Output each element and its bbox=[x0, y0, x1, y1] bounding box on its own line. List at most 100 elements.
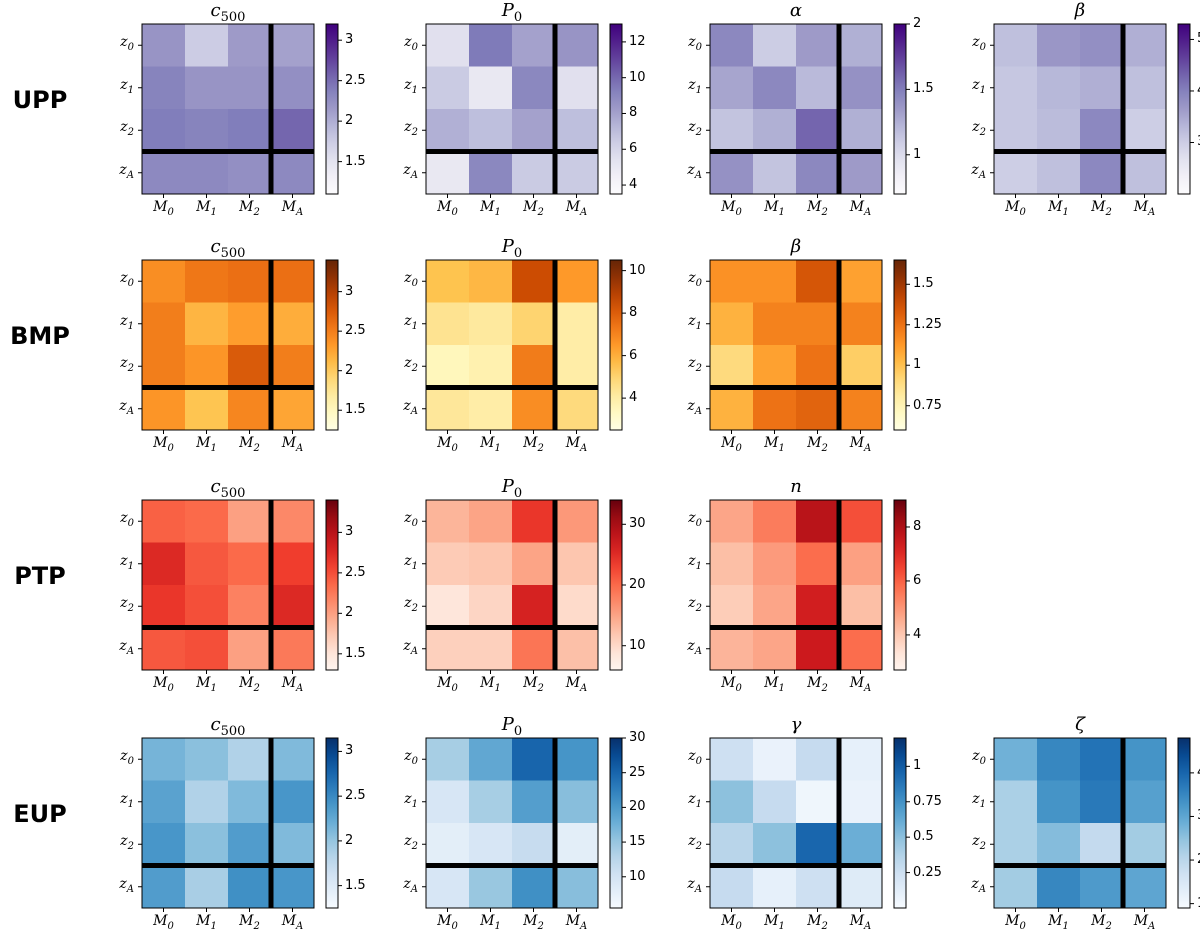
cell-z2-M0 bbox=[710, 109, 754, 152]
colorbar-tick-label: 1.5 bbox=[345, 645, 366, 661]
colorbar bbox=[609, 23, 623, 195]
cell-z2-M1 bbox=[1037, 109, 1081, 152]
y-tick-z1: z1 bbox=[688, 76, 702, 96]
cell-z0-M1 bbox=[185, 260, 229, 303]
colorbar-tick-label: 1.5 bbox=[913, 81, 934, 97]
colorbar-tick-label: 10 bbox=[629, 262, 646, 278]
cell-zA-M1 bbox=[469, 151, 513, 195]
cell-z1-M1 bbox=[185, 66, 229, 110]
panel-title: c500 bbox=[210, 476, 246, 501]
cell-zA-M1 bbox=[1037, 865, 1081, 909]
cell-z1-M1 bbox=[185, 780, 229, 824]
colorbar-tick-label: 1 bbox=[913, 357, 922, 373]
cell-zA-MA bbox=[555, 865, 599, 909]
cell-z0-M2 bbox=[512, 500, 556, 543]
y-tick-z0: z0 bbox=[120, 34, 134, 54]
colorbar-tick-label: 10 bbox=[629, 69, 646, 85]
cell-zA-MA bbox=[839, 387, 883, 431]
cell-z2-MA bbox=[271, 109, 315, 152]
cell-zA-M0 bbox=[710, 865, 754, 909]
heatmap-frame bbox=[425, 737, 599, 909]
cell-z0-M1 bbox=[469, 500, 513, 543]
x-tick-MA: MA bbox=[849, 675, 872, 694]
cell-z0-M2 bbox=[512, 260, 556, 303]
x-tick-MA: MA bbox=[281, 199, 304, 218]
colorbar-tick-label: 3 bbox=[1197, 808, 1200, 823]
x-tick-M2: M2 bbox=[523, 199, 544, 218]
x-tick-M0: M0 bbox=[437, 913, 458, 932]
x-tick-MA: MA bbox=[565, 435, 588, 454]
cell-z2-M2 bbox=[512, 109, 556, 152]
cell-z1-MA bbox=[271, 542, 315, 586]
y-tick-z0: z0 bbox=[404, 34, 418, 54]
panel-title: γ bbox=[790, 714, 802, 735]
y-tick-z1: z1 bbox=[120, 552, 134, 572]
cell-z1-MA bbox=[839, 542, 883, 586]
cell-z2-M2 bbox=[512, 823, 556, 866]
cell-z2-M0 bbox=[994, 109, 1038, 152]
cell-zA-M1 bbox=[185, 387, 229, 431]
cell-z0-M0 bbox=[426, 260, 470, 303]
cell-zA-M0 bbox=[426, 151, 470, 195]
colorbar-tick-label: 4 bbox=[913, 626, 922, 642]
cell-z0-M1 bbox=[185, 24, 229, 67]
cell-z2-MA bbox=[555, 109, 599, 152]
colorbar-tick-label: 1 bbox=[913, 758, 922, 774]
cell-zA-M1 bbox=[469, 865, 513, 909]
y-tick-zA: zA bbox=[687, 161, 702, 181]
cell-zA-M0 bbox=[710, 151, 754, 195]
cell-zA-M2 bbox=[1080, 151, 1124, 195]
y-tick-z1: z1 bbox=[688, 552, 702, 572]
x-tick-M2: M2 bbox=[523, 435, 544, 454]
y-tick-z2: z2 bbox=[404, 119, 418, 139]
colorbar-tick-label: 0.25 bbox=[913, 864, 942, 880]
x-tick-MA: MA bbox=[1133, 199, 1156, 218]
cell-z2-MA bbox=[839, 109, 883, 152]
cell-z2-M1 bbox=[185, 345, 229, 388]
cell-zA-M2 bbox=[228, 627, 272, 671]
cell-zA-MA bbox=[271, 151, 315, 195]
cell-z2-M1 bbox=[753, 823, 797, 866]
heatmap-frame bbox=[709, 737, 883, 909]
colorbar-tick-label: 2 bbox=[913, 16, 922, 31]
cell-z0-M0 bbox=[426, 24, 470, 67]
cell-z1-M0 bbox=[710, 66, 754, 110]
cell-z1-M0 bbox=[142, 302, 186, 346]
cell-z2-M1 bbox=[469, 585, 513, 628]
cell-zA-M2 bbox=[796, 387, 840, 431]
cell-z1-MA bbox=[271, 780, 315, 824]
x-tick-M1: M1 bbox=[1048, 199, 1069, 218]
cell-z0-M0 bbox=[142, 260, 186, 303]
y-tick-z0: z0 bbox=[972, 34, 986, 54]
cell-z1-M0 bbox=[142, 780, 186, 824]
cell-zA-M0 bbox=[142, 865, 186, 909]
cell-z2-M2 bbox=[796, 109, 840, 152]
x-tick-M2: M2 bbox=[807, 675, 828, 694]
cell-zA-M2 bbox=[796, 627, 840, 671]
cell-zA-MA bbox=[555, 387, 599, 431]
cell-z0-M0 bbox=[426, 500, 470, 543]
cell-z0-M0 bbox=[994, 738, 1038, 781]
colorbar-tick-label: 2.5 bbox=[345, 72, 366, 88]
cell-zA-M2 bbox=[512, 865, 556, 909]
cell-z0-M2 bbox=[1080, 24, 1124, 67]
cell-z0-M2 bbox=[228, 500, 272, 543]
colorbar-tick-label: 2.5 bbox=[345, 323, 366, 339]
y-tick-z0: z0 bbox=[120, 510, 134, 530]
cell-zA-M0 bbox=[994, 151, 1038, 195]
cell-z0-M1 bbox=[753, 738, 797, 781]
cell-z2-M0 bbox=[994, 823, 1038, 866]
x-tick-M1: M1 bbox=[196, 675, 217, 694]
colorbar-tick-label: 8 bbox=[913, 518, 922, 534]
cell-zA-M2 bbox=[796, 865, 840, 909]
colorbar bbox=[325, 737, 339, 909]
cell-zA-M2 bbox=[512, 627, 556, 671]
x-tick-M1: M1 bbox=[480, 435, 501, 454]
x-tick-M2: M2 bbox=[523, 675, 544, 694]
cell-z1-MA bbox=[271, 66, 315, 110]
cell-z2-M2 bbox=[228, 585, 272, 628]
cell-z2-M1 bbox=[185, 109, 229, 152]
